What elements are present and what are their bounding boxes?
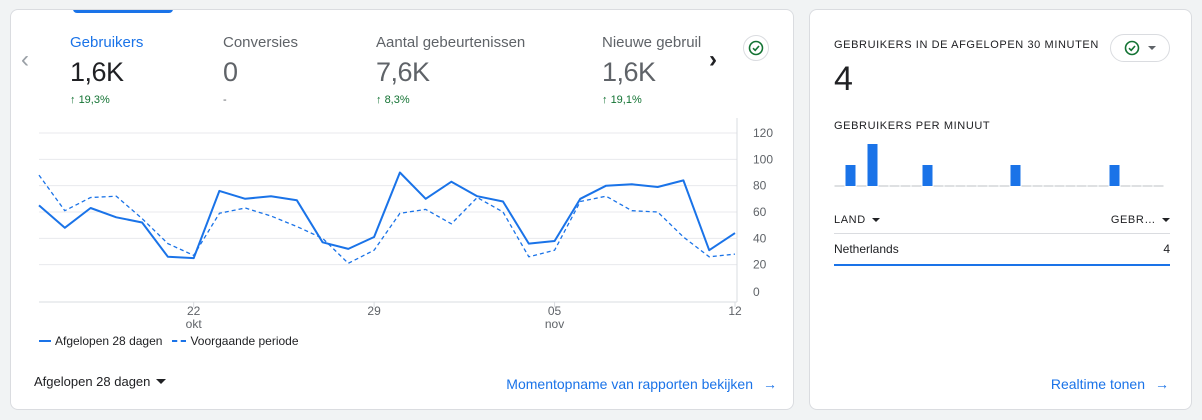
minute-bar — [922, 165, 933, 186]
minute-bar — [1010, 165, 1021, 186]
minute-bar — [845, 165, 856, 186]
arrow-right-icon: → — [1155, 376, 1169, 392]
metric-label: Conversies — [223, 34, 299, 51]
arrow-up-icon: ↑ — [376, 94, 382, 106]
caret-down-icon — [1162, 217, 1170, 222]
view-realtime-link[interactable]: Realtime tonen → — [1050, 376, 1169, 392]
y-tick-label: 120 — [753, 126, 773, 140]
metric-value: 0 — [223, 57, 238, 87]
caret-down-icon — [156, 379, 167, 384]
metric-change: ↑ 8,3% — [376, 94, 410, 106]
series-line-current — [38, 171, 736, 260]
chevron-left-icon[interactable]: ‹ — [21, 46, 29, 73]
x-tick-label: 29 — [367, 304, 381, 318]
arrow-up-icon: ↑ — [70, 94, 76, 106]
minute-bar — [867, 144, 878, 186]
metric-value: 7,6K — [376, 57, 430, 87]
minute-bar — [1109, 165, 1120, 186]
y-tick-label: 40 — [753, 231, 767, 245]
table-header: LAND GEBR… — [834, 206, 1170, 234]
metric-change: ↑ 19,1% — [602, 94, 642, 106]
country-table: LAND GEBR… Netherlands 4 — [834, 206, 1170, 266]
realtime-metric-select[interactable] — [1110, 34, 1170, 62]
view-snapshot-link[interactable]: Momentopname van rapporten bekijken → — [506, 376, 777, 392]
y-tick-label: 60 — [753, 205, 767, 219]
x-tick-label: 22 — [187, 304, 201, 318]
column-country-header[interactable]: LAND — [834, 214, 880, 226]
caret-down-icon — [871, 217, 880, 222]
date-range-dropdown[interactable]: Afgelopen 28 dagen — [34, 374, 167, 389]
metric-label: Gebruikers — [70, 34, 144, 51]
x-tick-label: 05 — [548, 304, 562, 318]
row-value-bar — [834, 264, 1170, 266]
check-circle-icon — [1124, 40, 1140, 56]
y-tick-label: 20 — [753, 258, 767, 272]
metric-label: Aantal gebeurtenissen — [376, 34, 526, 51]
metric-tab-users[interactable]: Gebruikers 1,6K ↑ 19,3% — [70, 34, 143, 106]
metric-tab-event-count[interactable]: Aantal gebeurtenissen 7,6K ↑ 8,3% — [376, 34, 525, 106]
chevron-right-icon[interactable]: › — [709, 46, 717, 73]
series-line-previous — [38, 174, 736, 264]
metric-tab-new-users[interactable]: Nieuwe gebruil 1,6K ↑ 19,1% — [602, 34, 701, 106]
per-minute-title: GEBRUIKERS PER MINUUT — [834, 120, 991, 132]
arrow-up-icon: ↑ — [602, 94, 608, 106]
metric-change: ↑ 19,3% — [70, 94, 110, 106]
arrow-right-icon: → — [763, 376, 777, 392]
chart-legend: Afgelopen 28 dagen Voorgaande periode — [39, 334, 299, 348]
y-tick-label: 100 — [753, 152, 773, 166]
metric-change: - — [223, 94, 227, 106]
solid-line-icon — [39, 340, 51, 342]
caret-down-icon — [1148, 46, 1156, 50]
column-users-header[interactable]: GEBR… — [1111, 214, 1170, 226]
legend-item-current: Afgelopen 28 dagen — [39, 334, 162, 348]
overview-card: ‹ Gebruikers 1,6K ↑ 19,3% Conversies 0 -… — [10, 9, 794, 410]
y-tick-label: 0 — [753, 285, 760, 299]
legend-item-previous: Voorgaande periode — [172, 334, 299, 348]
users-cell: 4 — [1163, 242, 1170, 256]
metric-value: 1,6K — [70, 57, 124, 87]
x-tick-month-label: okt — [186, 317, 203, 331]
realtime-card: GEBRUIKERS IN DE AFGELOPEN 30 MINUTEN 4 … — [809, 9, 1192, 410]
realtime-user-count: 4 — [834, 60, 853, 98]
x-tick-label: 12 — [728, 304, 742, 318]
y-tick-label: 80 — [753, 179, 767, 193]
metric-label: Nieuwe gebruil — [602, 34, 702, 51]
active-tab-indicator — [73, 10, 173, 13]
x-tick-month-label: nov — [545, 317, 564, 331]
per-minute-bar-chart — [834, 144, 1164, 187]
dashed-line-icon — [172, 340, 187, 342]
metric-value: 1,6K — [602, 57, 656, 87]
check-circle-icon[interactable] — [743, 35, 769, 61]
realtime-title: GEBRUIKERS IN DE AFGELOPEN 30 MINUTEN — [834, 39, 1099, 51]
metric-tab-conversions[interactable]: Conversies 0 - — [223, 34, 298, 106]
table-row: Netherlands 4 — [834, 234, 1170, 264]
country-cell: Netherlands — [834, 242, 899, 256]
